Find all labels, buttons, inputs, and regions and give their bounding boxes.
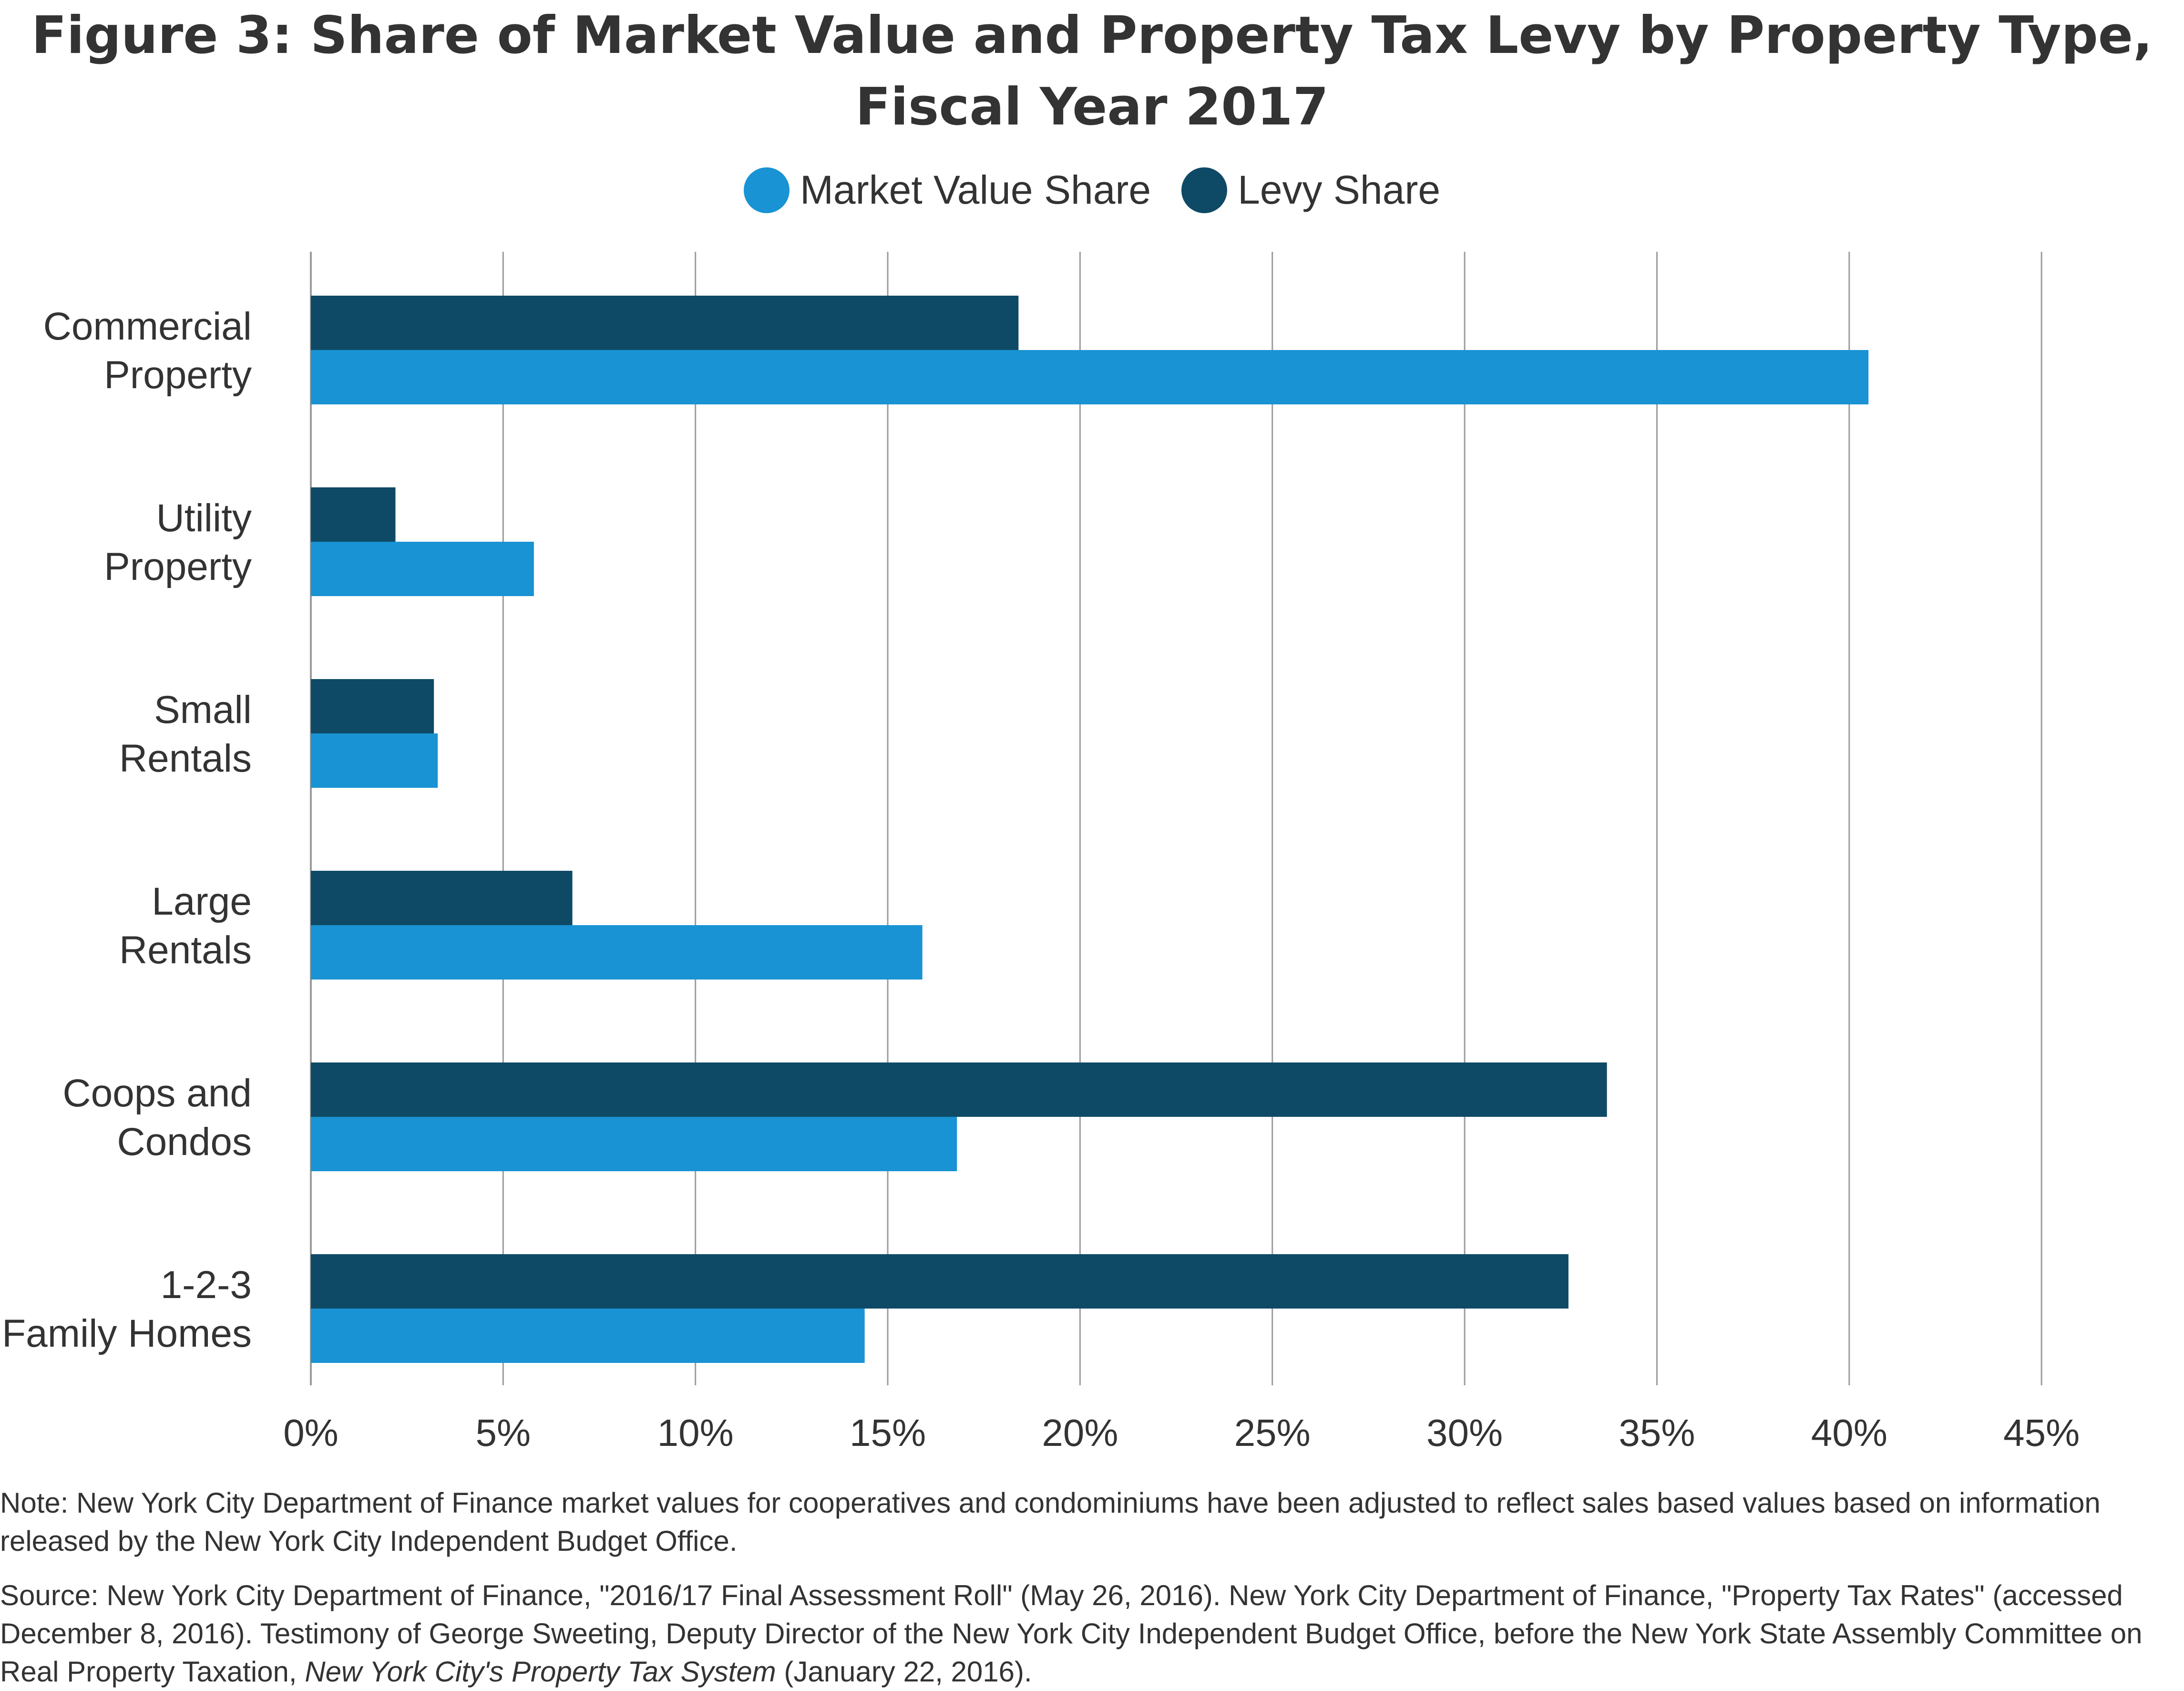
x-tick-label: 20% — [1042, 1412, 1118, 1454]
x-tick-label: 40% — [1811, 1412, 1887, 1454]
source-italic-title: New York City's Property Tax System — [305, 1656, 776, 1688]
legend: Market Value Share Levy Share — [0, 167, 2184, 213]
x-axis-ticks: 0% 5% 10% 15% 20% 25% 30% 35% 40% 45% — [283, 1412, 2080, 1454]
category-label: Rentals — [119, 737, 252, 780]
chart-title-line-2: Fiscal Year 2017 — [855, 77, 1329, 137]
market-value-bar — [311, 1117, 957, 1171]
market-value-bar — [311, 350, 1869, 404]
category-label: Family Homes — [2, 1312, 252, 1355]
chart-title: Figure 3: Share of Market Value and Prop… — [0, 0, 2184, 143]
source-tail: (January 22, 2016). — [776, 1656, 1032, 1688]
category-label: Commercial — [43, 305, 252, 348]
x-tick-label: 25% — [1234, 1412, 1311, 1454]
levy-bar — [311, 871, 573, 925]
x-tick-label: 45% — [2003, 1412, 2080, 1454]
source-text: Source: New York City Department of Fina… — [0, 1579, 2143, 1688]
x-tick-label: 0% — [283, 1412, 338, 1454]
category-label: Property — [104, 353, 252, 397]
grid-lines — [310, 252, 2042, 1385]
legend-label-levy: Levy Share — [1238, 167, 1441, 212]
levy-bar — [311, 487, 396, 542]
category-label: 1-2-3 — [161, 1263, 252, 1307]
category-labels: Commercial Property Utility Property Small Re… — [2, 305, 252, 1355]
category-label: Large — [152, 880, 252, 923]
market-value-bar — [311, 925, 923, 980]
category-label: Condos — [117, 1120, 252, 1164]
market-value-bar — [311, 1309, 865, 1363]
bars — [311, 296, 1869, 1363]
x-tick-label: 30% — [1426, 1412, 1503, 1454]
market-value-bar — [311, 733, 438, 788]
legend-swatch-market-value — [743, 167, 790, 213]
category-label: Property — [104, 545, 252, 588]
legend-label-market-value: Market Value Share — [800, 167, 1151, 212]
x-tick-label: 35% — [1619, 1412, 1695, 1454]
levy-bar — [311, 1062, 1607, 1117]
levy-bar — [311, 1254, 1569, 1309]
chart-title-line-1: Figure 3: Share of Market Value and Prop… — [31, 6, 2153, 65]
x-tick-label: 15% — [850, 1412, 926, 1454]
legend-swatch-levy — [1181, 167, 1228, 213]
category-label: Utility — [156, 496, 252, 540]
category-label: Rentals — [119, 928, 252, 972]
levy-bar — [311, 296, 1019, 350]
x-tick-label: 5% — [476, 1412, 531, 1454]
legend-item-market-value: Market Value Share — [743, 167, 1151, 213]
legend-item-levy: Levy Share — [1181, 167, 1440, 213]
levy-bar — [311, 679, 434, 733]
chart-source: Source: New York City Department of Fina… — [0, 1577, 2184, 1691]
x-tick-label: 10% — [657, 1412, 734, 1454]
market-value-bar — [311, 542, 534, 596]
category-label: Small — [154, 688, 252, 732]
category-label: Coops and — [62, 1072, 252, 1115]
chart-note: Note: New York City Department of Financ… — [0, 1487, 2101, 1557]
